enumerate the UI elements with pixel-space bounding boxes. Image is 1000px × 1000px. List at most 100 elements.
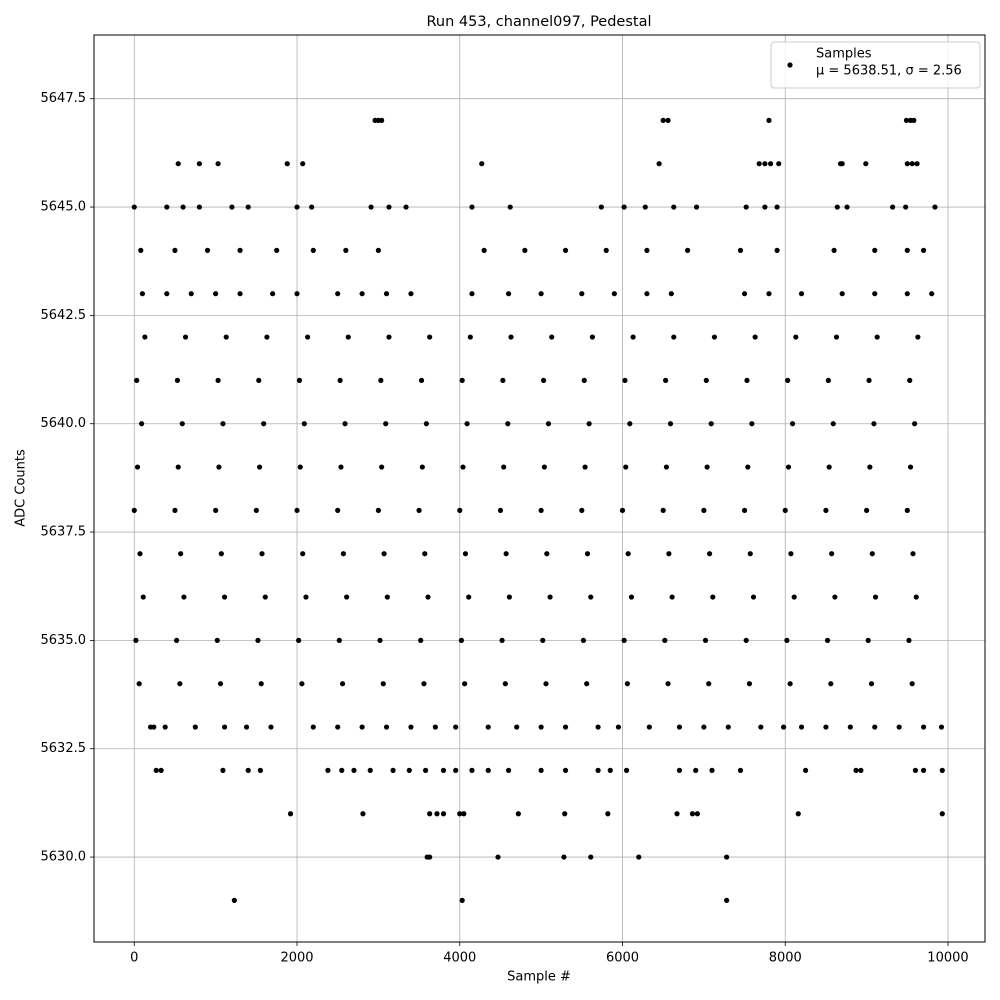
point: [408, 291, 414, 297]
point: [213, 507, 219, 513]
point: [300, 551, 306, 557]
x-tick-label: 8000: [769, 951, 802, 966]
point: [798, 724, 805, 730]
point: [303, 594, 309, 600]
point: [774, 247, 780, 253]
point: [766, 117, 772, 123]
point: [824, 637, 831, 643]
point: [781, 724, 787, 730]
point: [384, 594, 390, 600]
point: [270, 291, 276, 297]
point: [868, 681, 875, 687]
point: [907, 377, 913, 383]
point: [752, 334, 758, 340]
point: [383, 291, 390, 297]
point: [684, 247, 691, 253]
point: [503, 551, 509, 557]
legend-annotation: μ = 5638.51, σ = 2.56: [816, 64, 962, 79]
point: [642, 204, 648, 210]
point: [378, 377, 384, 383]
legend: Samples μ = 5638.51, σ = 2.56: [770, 41, 981, 89]
point: [825, 377, 831, 383]
point: [294, 204, 300, 210]
point: [920, 247, 927, 253]
point: [422, 551, 428, 557]
point: [662, 637, 668, 643]
point: [514, 724, 520, 730]
point: [495, 854, 501, 860]
point: [706, 551, 713, 557]
y-tick-label: 5645.0: [41, 200, 87, 215]
y-tick-label: 5647.5: [41, 91, 87, 106]
point: [749, 421, 755, 427]
point: [336, 637, 342, 643]
point: [709, 767, 715, 773]
point: [611, 291, 617, 297]
point: [464, 421, 470, 427]
point: [667, 421, 674, 427]
point: [296, 377, 303, 383]
point: [178, 551, 184, 557]
point: [453, 724, 459, 730]
point: [689, 811, 696, 817]
point: [264, 334, 270, 340]
point: [408, 724, 414, 730]
point: [237, 247, 243, 253]
point: [172, 507, 178, 513]
point: [188, 291, 194, 297]
point: [218, 551, 224, 557]
point: [294, 291, 300, 297]
point: [304, 334, 311, 340]
point: [826, 464, 832, 470]
point: [774, 204, 780, 210]
point: [588, 854, 594, 860]
legend-label: Samples: [816, 47, 872, 62]
point: [913, 594, 919, 600]
point: [674, 811, 680, 817]
point: [457, 811, 463, 817]
point: [139, 421, 145, 427]
point: [871, 421, 877, 427]
point: [440, 811, 447, 817]
point: [335, 507, 341, 513]
point: [766, 291, 772, 297]
point: [914, 161, 920, 167]
point: [136, 681, 142, 687]
point: [839, 291, 845, 297]
point: [747, 551, 753, 557]
point: [588, 594, 594, 600]
point: [874, 334, 880, 340]
point: [586, 421, 592, 427]
point: [174, 377, 181, 383]
point: [215, 161, 221, 167]
point: [379, 117, 385, 123]
point: [579, 507, 585, 513]
point: [359, 724, 365, 730]
point: [833, 334, 840, 340]
point: [663, 377, 669, 383]
point: [644, 291, 650, 297]
point: [506, 594, 512, 600]
point: [375, 247, 381, 253]
point: [830, 421, 836, 427]
point: [839, 161, 845, 167]
point: [296, 637, 302, 643]
point: [380, 681, 386, 687]
point: [863, 161, 869, 167]
point: [939, 767, 945, 773]
point: [741, 291, 748, 297]
point: [255, 637, 261, 643]
point: [623, 767, 630, 773]
point: [419, 464, 425, 470]
point: [134, 464, 141, 470]
point: [703, 377, 709, 383]
point: [500, 377, 506, 383]
point: [538, 507, 544, 513]
point: [791, 594, 797, 600]
point: [668, 291, 674, 297]
point: [832, 594, 838, 600]
point: [406, 767, 412, 773]
point: [584, 681, 590, 687]
point: [787, 681, 793, 687]
